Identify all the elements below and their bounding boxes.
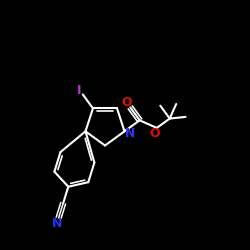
Text: I: I: [77, 84, 82, 96]
Text: N: N: [124, 126, 135, 140]
Text: O: O: [122, 96, 132, 109]
Text: O: O: [149, 127, 160, 140]
Text: N: N: [52, 217, 62, 230]
